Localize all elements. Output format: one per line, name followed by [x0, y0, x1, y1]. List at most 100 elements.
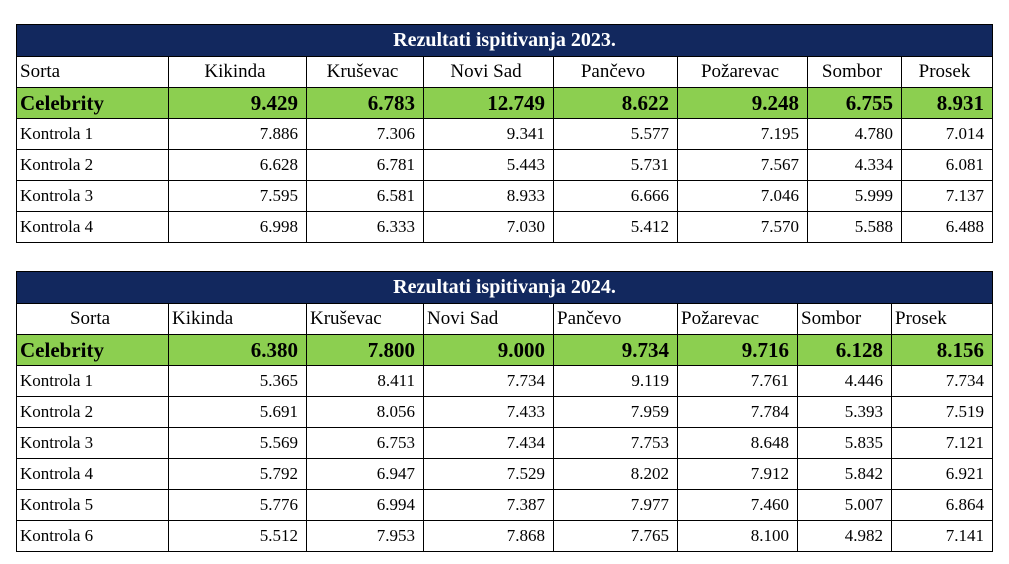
cell-value: 6.998 [168, 211, 307, 243]
cell-value: 8.931 [900, 87, 994, 119]
cell-value: 6.755 [807, 87, 902, 119]
cell-value: 8.411 [306, 365, 424, 397]
cell-value: 7.387 [423, 489, 554, 521]
cell-value: 7.433 [423, 396, 554, 428]
cell-value: 6.994 [306, 489, 424, 521]
cell-value: 5.792 [168, 458, 307, 490]
row-label: Kontrola 4 [16, 211, 169, 243]
table-row: Kontrola 5 5.776 6.994 7.387 7.977 7.460… [16, 489, 994, 521]
cell-value: 6.628 [168, 149, 307, 181]
cell-value: 6.947 [306, 458, 424, 490]
cell-value: 9.000 [423, 334, 554, 366]
table-row: Kontrola 6 5.512 7.953 7.868 7.765 8.100… [16, 520, 994, 552]
table-row: Kontrola 2 6.628 6.781 5.443 5.731 7.567… [16, 149, 994, 181]
cell-value: 7.567 [677, 149, 808, 181]
cell-value: 9.341 [423, 118, 554, 150]
cell-value: 5.365 [168, 365, 307, 397]
column-header-prosek: Prosek [890, 303, 994, 335]
cell-value: 7.753 [553, 427, 678, 459]
column-header-kikinda: Kikinda [168, 56, 307, 88]
column-header-kikinda: Kikinda [168, 303, 307, 335]
cell-value: 5.999 [807, 180, 902, 212]
cell-value: 5.393 [797, 396, 892, 428]
cell-value: 4.446 [797, 365, 892, 397]
results-table-2023: Rezultati ispitivanja 2023. Sorta Kikind… [15, 24, 994, 243]
cell-value: 4.780 [807, 118, 902, 150]
cell-value: 7.046 [677, 180, 808, 212]
cell-value: 7.734 [423, 365, 554, 397]
cell-value: 5.007 [797, 489, 892, 521]
table-row-celebrity: Celebrity 9.429 6.783 12.749 8.622 9.248… [16, 87, 994, 119]
cell-value: 5.577 [553, 118, 678, 150]
row-label: Kontrola 2 [16, 396, 169, 428]
cell-value: 7.529 [423, 458, 554, 490]
row-label: Celebrity [16, 87, 169, 119]
cell-value: 6.488 [900, 211, 994, 243]
cell-value: 7.734 [890, 365, 994, 397]
cell-value: 6.921 [890, 458, 994, 490]
cell-value: 7.977 [553, 489, 678, 521]
column-header-novi-sad: Novi Sad [423, 56, 554, 88]
cell-value: 6.581 [306, 180, 424, 212]
cell-value: 7.953 [306, 520, 424, 552]
column-header-prosek: Prosek [900, 56, 994, 88]
cell-value: 5.842 [797, 458, 892, 490]
cell-value: 8.056 [306, 396, 424, 428]
cell-value: 6.333 [306, 211, 424, 243]
column-header-novi-sad: Novi Sad [423, 303, 554, 335]
cell-value: 9.734 [553, 334, 678, 366]
row-label: Kontrola 1 [16, 118, 169, 150]
cell-value: 7.030 [423, 211, 554, 243]
column-header-pozarevac: Požarevac [677, 56, 808, 88]
column-header-pancevo: Pančevo [553, 56, 678, 88]
column-header-sorta: Sorta [16, 303, 169, 335]
cell-value: 7.595 [168, 180, 307, 212]
cell-value: 8.156 [890, 334, 994, 366]
cell-value: 7.784 [677, 396, 798, 428]
cell-value: 7.434 [423, 427, 554, 459]
cell-value: 7.868 [423, 520, 554, 552]
column-header-sombor: Sombor [807, 56, 902, 88]
cell-value: 5.835 [797, 427, 892, 459]
cell-value: 5.776 [168, 489, 307, 521]
column-header-krusevac: Kruševac [306, 56, 424, 88]
cell-value: 12.749 [423, 87, 554, 119]
cell-value: 5.569 [168, 427, 307, 459]
table-row: Kontrola 3 5.569 6.753 7.434 7.753 8.648… [16, 427, 994, 459]
row-label: Kontrola 3 [16, 180, 169, 212]
cell-value: 6.864 [890, 489, 994, 521]
table-title: Rezultati ispitivanja 2023. [15, 24, 994, 57]
table-row: Kontrola 2 5.691 8.056 7.433 7.959 7.784… [16, 396, 994, 428]
cell-value: 5.588 [807, 211, 902, 243]
cell-value: 7.761 [677, 365, 798, 397]
cell-value: 7.195 [677, 118, 808, 150]
results-table-2024: Rezultati ispitivanja 2024. Sorta Kikind… [15, 271, 994, 552]
cell-value: 6.380 [168, 334, 307, 366]
row-label: Celebrity [16, 334, 169, 366]
cell-value: 7.570 [677, 211, 808, 243]
row-label: Kontrola 4 [16, 458, 169, 490]
cell-value: 7.886 [168, 118, 307, 150]
cell-value: 9.716 [677, 334, 798, 366]
row-label: Kontrola 6 [16, 520, 169, 552]
column-header-sombor: Sombor [797, 303, 892, 335]
cell-value: 5.731 [553, 149, 678, 181]
cell-value: 6.666 [553, 180, 678, 212]
cell-value: 7.121 [890, 427, 994, 459]
cell-value: 6.781 [306, 149, 424, 181]
cell-value: 8.622 [553, 87, 678, 119]
cell-value: 7.014 [900, 118, 994, 150]
cell-value: 4.334 [807, 149, 902, 181]
cell-value: 5.412 [553, 211, 678, 243]
cell-value: 6.081 [900, 149, 994, 181]
cell-value: 4.982 [797, 520, 892, 552]
cell-value: 7.519 [890, 396, 994, 428]
table-row-celebrity: Celebrity 6.380 7.800 9.000 9.734 9.716 … [16, 334, 994, 366]
cell-value: 7.137 [900, 180, 994, 212]
cell-value: 7.800 [306, 334, 424, 366]
row-label: Kontrola 2 [16, 149, 169, 181]
table-row: Kontrola 4 6.998 6.333 7.030 5.412 7.570… [16, 211, 994, 243]
column-header-krusevac: Kruševac [306, 303, 424, 335]
cell-value: 8.202 [553, 458, 678, 490]
cell-value: 5.512 [168, 520, 307, 552]
